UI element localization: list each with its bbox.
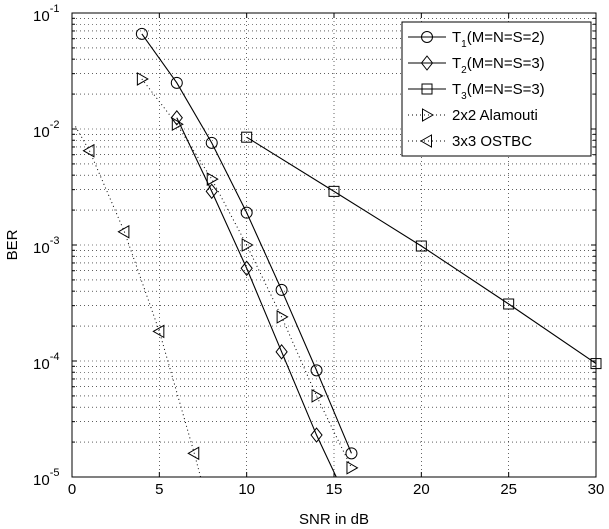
data-point	[311, 389, 324, 403]
data-point	[310, 364, 323, 377]
series-line	[141, 78, 352, 469]
legend-label: T1(M=N=S=2)	[452, 29, 545, 50]
series-layer	[75, 27, 602, 477]
data-point	[240, 206, 253, 219]
series-line	[75, 126, 202, 477]
data-point	[187, 446, 200, 461]
legend-label: T3(M=N=S=3)	[452, 81, 545, 102]
data-point	[241, 131, 253, 143]
series-2	[170, 109, 337, 477]
series-line	[246, 136, 596, 365]
y-tick-label: 10-2	[33, 119, 59, 141]
legend-entry: T2(M=N=S=3)	[408, 55, 545, 76]
data-point	[346, 460, 359, 475]
legend-marker	[422, 108, 435, 122]
y-axis-label: BER	[4, 229, 21, 260]
y-tick-label: 10-1	[33, 3, 59, 25]
y-tick-label: 10-3	[33, 235, 59, 257]
x-tick-label: 0	[68, 481, 76, 498]
data-point	[205, 183, 218, 200]
data-point	[171, 117, 184, 132]
data-point	[117, 224, 130, 239]
series-1	[135, 27, 358, 460]
series-line	[141, 33, 352, 454]
x-tick-label: 5	[155, 481, 163, 498]
data-point	[345, 447, 358, 460]
data-point	[205, 136, 218, 149]
legend-marker	[421, 31, 433, 43]
x-tick-label: 25	[500, 481, 517, 498]
legend-label: T2(M=N=S=3)	[452, 55, 545, 76]
data-point	[82, 143, 95, 158]
series-line	[176, 117, 337, 477]
series-5	[75, 126, 202, 477]
axis-ticks	[71, 13, 597, 478]
x-tick-label: 10	[238, 481, 255, 498]
data-point	[275, 283, 288, 296]
series-4	[136, 72, 359, 475]
data-point	[170, 109, 183, 126]
legend-marker	[421, 83, 433, 95]
data-point	[136, 72, 149, 86]
data-point	[276, 310, 289, 324]
legend: T1(M=N=S=2) T2(M=N=S=3) T3(M=N=S=3) 2x2 Ala…	[401, 21, 592, 157]
legend-entry: T1(M=N=S=2)	[408, 29, 545, 50]
x-axis-label: SNR in dB	[299, 511, 369, 528]
y-tick-label: 10-5	[33, 467, 59, 489]
legend-label: 2x2 Alamouti	[452, 107, 538, 124]
data-point	[206, 172, 219, 186]
legend-entry: 3x3 OSTBC	[408, 133, 532, 150]
data-point	[135, 27, 148, 40]
legend-marker	[420, 55, 434, 71]
x-tick-labels: 0 5 10 15 20 25 30	[68, 481, 605, 498]
data-point	[275, 344, 288, 360]
x-tick-label: 15	[326, 481, 343, 498]
data-point	[415, 240, 427, 252]
legend-entry: 2x2 Alamouti	[408, 107, 538, 124]
legend-label: 3x3 OSTBC	[452, 133, 532, 150]
data-point	[241, 238, 254, 252]
x-tick-label: 20	[413, 481, 430, 498]
data-point	[310, 427, 323, 443]
data-point	[503, 298, 515, 310]
legend-entry: T3(M=N=S=3)	[408, 81, 545, 102]
y-tick-labels: 10-5 10-4 10-3 10-2 10-1	[33, 3, 59, 489]
data-point	[152, 324, 165, 339]
data-point	[170, 76, 183, 89]
legend-marker	[419, 134, 432, 148]
y-tick-label: 10-4	[33, 351, 59, 373]
data-point	[240, 260, 253, 277]
x-tick-label: 30	[588, 481, 605, 498]
data-point	[328, 185, 340, 197]
